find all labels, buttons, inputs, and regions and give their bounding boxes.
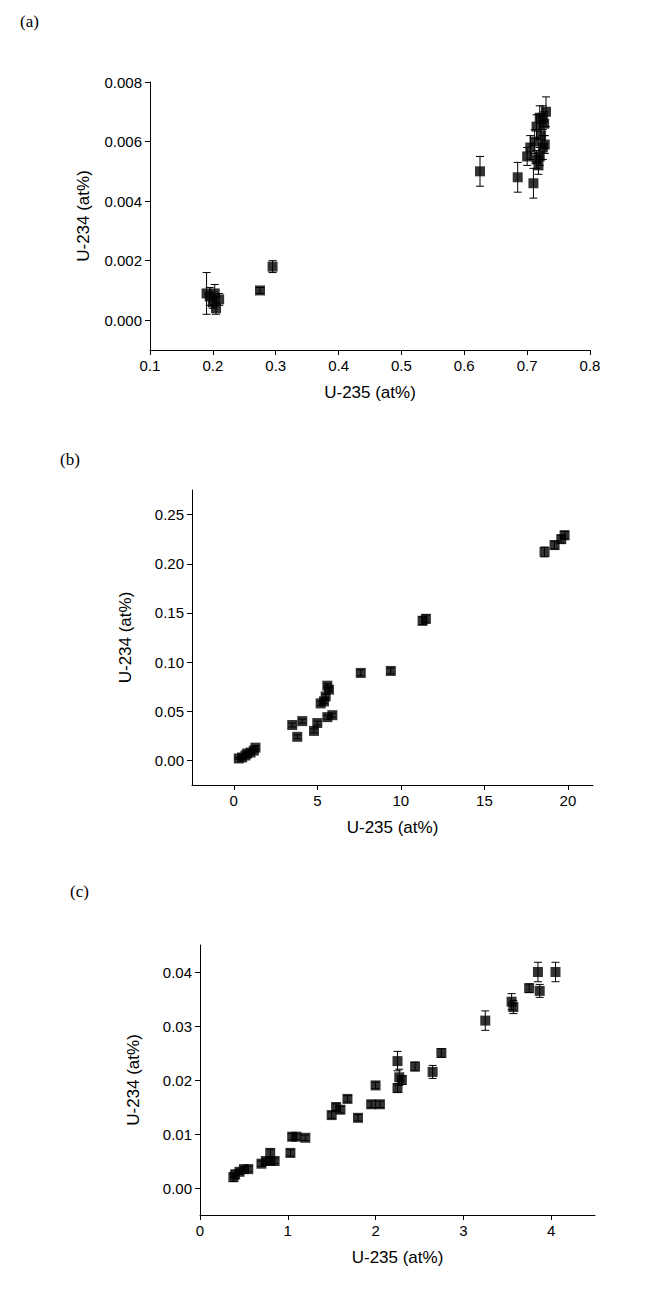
- svg-text:U-234 (at%): U-234 (at%): [74, 170, 93, 262]
- svg-text:U-235 (at%): U-235 (at%): [347, 818, 439, 837]
- svg-text:U-234 (at%): U-234 (at%): [116, 592, 135, 684]
- svg-text:10: 10: [393, 792, 410, 809]
- svg-text:0.000: 0.000: [104, 312, 142, 329]
- svg-text:0.2: 0.2: [202, 357, 223, 374]
- svg-text:0.1: 0.1: [140, 357, 161, 374]
- svg-text:0.03: 0.03: [163, 1018, 192, 1035]
- svg-text:(a): (a): [20, 12, 39, 31]
- svg-text:0.04: 0.04: [163, 964, 192, 981]
- svg-text:0: 0: [230, 792, 238, 809]
- svg-text:0.01: 0.01: [163, 1126, 192, 1143]
- svg-text:0.7: 0.7: [517, 357, 538, 374]
- svg-text:0.002: 0.002: [104, 252, 142, 269]
- svg-text:0.6: 0.6: [454, 357, 475, 374]
- svg-text:0.006: 0.006: [104, 133, 142, 150]
- svg-text:(b): (b): [60, 450, 80, 469]
- svg-text:0.02: 0.02: [163, 1072, 192, 1089]
- svg-text:0.4: 0.4: [328, 357, 349, 374]
- svg-text:(c): (c): [70, 882, 89, 901]
- svg-text:0: 0: [196, 1222, 204, 1239]
- svg-text:4: 4: [547, 1222, 555, 1239]
- svg-text:2: 2: [371, 1222, 379, 1239]
- svg-text:0.10: 0.10: [155, 654, 184, 671]
- svg-text:0.008: 0.008: [104, 74, 142, 91]
- svg-text:0.3: 0.3: [265, 357, 286, 374]
- svg-text:0.00: 0.00: [163, 1180, 192, 1197]
- svg-text:3: 3: [459, 1222, 467, 1239]
- svg-text:0.05: 0.05: [155, 703, 184, 720]
- svg-text:0.15: 0.15: [155, 604, 184, 621]
- svg-text:20: 20: [560, 792, 577, 809]
- svg-text:0.25: 0.25: [155, 506, 184, 523]
- svg-text:5: 5: [313, 792, 321, 809]
- svg-text:0.8: 0.8: [580, 357, 601, 374]
- svg-text:0.5: 0.5: [391, 357, 412, 374]
- svg-text:U-235 (at%): U-235 (at%): [324, 383, 416, 402]
- svg-text:0.004: 0.004: [104, 193, 142, 210]
- svg-text:0.20: 0.20: [155, 555, 184, 572]
- svg-text:15: 15: [476, 792, 493, 809]
- svg-text:1: 1: [284, 1222, 292, 1239]
- svg-text:0.00: 0.00: [155, 752, 184, 769]
- svg-text:U-235 (at%): U-235 (at%): [352, 1248, 444, 1267]
- svg-text:U-234 (at%): U-234 (at%): [124, 1034, 143, 1126]
